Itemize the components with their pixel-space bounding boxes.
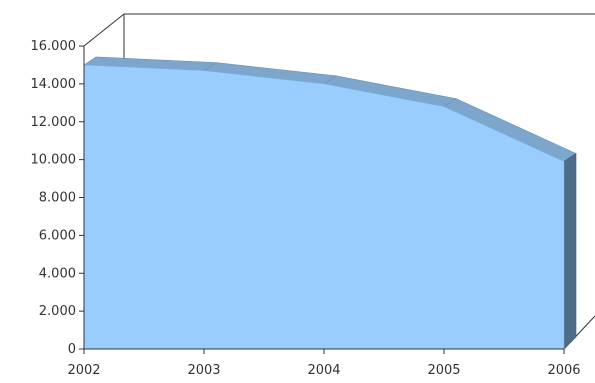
area-series (83, 56, 577, 350)
back-wall-left-edge (83, 13, 125, 47)
data-point-2004 (324, 83, 325, 84)
y-tick-label: 6.000 (39, 228, 76, 243)
data-point-2006 (564, 161, 565, 162)
area-side-face (563, 152, 577, 350)
y-tick-label: 0 (68, 342, 76, 357)
x-tick-label: 2003 (187, 363, 220, 378)
data-point-2003 (204, 70, 205, 71)
y-tick-label: 2.000 (39, 304, 76, 319)
y-axis-ticks: 0 2.000 4.000 6.000 8.000 10.000 12.000 14.000 1… (31, 39, 84, 357)
y-tick-label: 16.000 (31, 39, 77, 54)
y-tick-label: 8.000 (39, 191, 76, 206)
data-point-2005 (444, 106, 445, 107)
x-tick-label: 2006 (547, 363, 580, 378)
x-tick-label: 2002 (67, 363, 100, 378)
y-tick-label: 14.000 (31, 77, 77, 92)
area-front-face (83, 64, 565, 350)
x-tick-label: 2004 (307, 363, 340, 378)
y-tick-label: 10.000 (31, 153, 77, 168)
y-tick-label: 12.000 (31, 115, 77, 130)
y-tick-label: 4.000 (39, 266, 76, 281)
x-axis-ticks: 2002 2003 2004 2005 2006 (67, 349, 581, 378)
x-tick-label: 2005 (427, 363, 460, 378)
